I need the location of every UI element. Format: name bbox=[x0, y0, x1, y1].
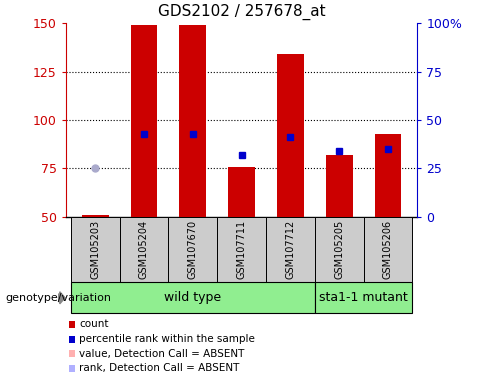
Text: genotype/variation: genotype/variation bbox=[5, 293, 111, 303]
Bar bbox=[228, 167, 255, 217]
Text: GSM105203: GSM105203 bbox=[90, 220, 100, 279]
Bar bbox=[120, 217, 168, 282]
Text: sta1-1 mutant: sta1-1 mutant bbox=[319, 291, 408, 304]
Bar bbox=[364, 217, 412, 282]
Text: rank, Detection Call = ABSENT: rank, Detection Call = ABSENT bbox=[79, 363, 240, 373]
Bar bbox=[375, 134, 401, 217]
Bar bbox=[315, 217, 364, 282]
Bar bbox=[180, 25, 206, 217]
Text: GSM107712: GSM107712 bbox=[285, 220, 295, 279]
Text: percentile rank within the sample: percentile rank within the sample bbox=[79, 334, 255, 344]
Text: GSM107711: GSM107711 bbox=[237, 220, 246, 279]
Text: GSM105205: GSM105205 bbox=[334, 220, 344, 279]
Bar bbox=[315, 282, 412, 313]
Text: GSM105206: GSM105206 bbox=[383, 220, 393, 279]
FancyArrow shape bbox=[58, 292, 65, 304]
Text: GSM107670: GSM107670 bbox=[188, 220, 198, 279]
Text: value, Detection Call = ABSENT: value, Detection Call = ABSENT bbox=[79, 349, 244, 359]
Bar bbox=[217, 217, 266, 282]
Bar bbox=[168, 217, 217, 282]
Bar bbox=[277, 54, 304, 217]
Bar bbox=[71, 282, 315, 313]
Text: count: count bbox=[79, 319, 108, 329]
Text: GSM105204: GSM105204 bbox=[139, 220, 149, 279]
Bar bbox=[326, 155, 352, 217]
Bar bbox=[82, 215, 109, 217]
Bar bbox=[266, 217, 315, 282]
Bar bbox=[71, 217, 120, 282]
Title: GDS2102 / 257678_at: GDS2102 / 257678_at bbox=[158, 4, 325, 20]
Text: wild type: wild type bbox=[164, 291, 222, 304]
Bar bbox=[131, 25, 158, 217]
